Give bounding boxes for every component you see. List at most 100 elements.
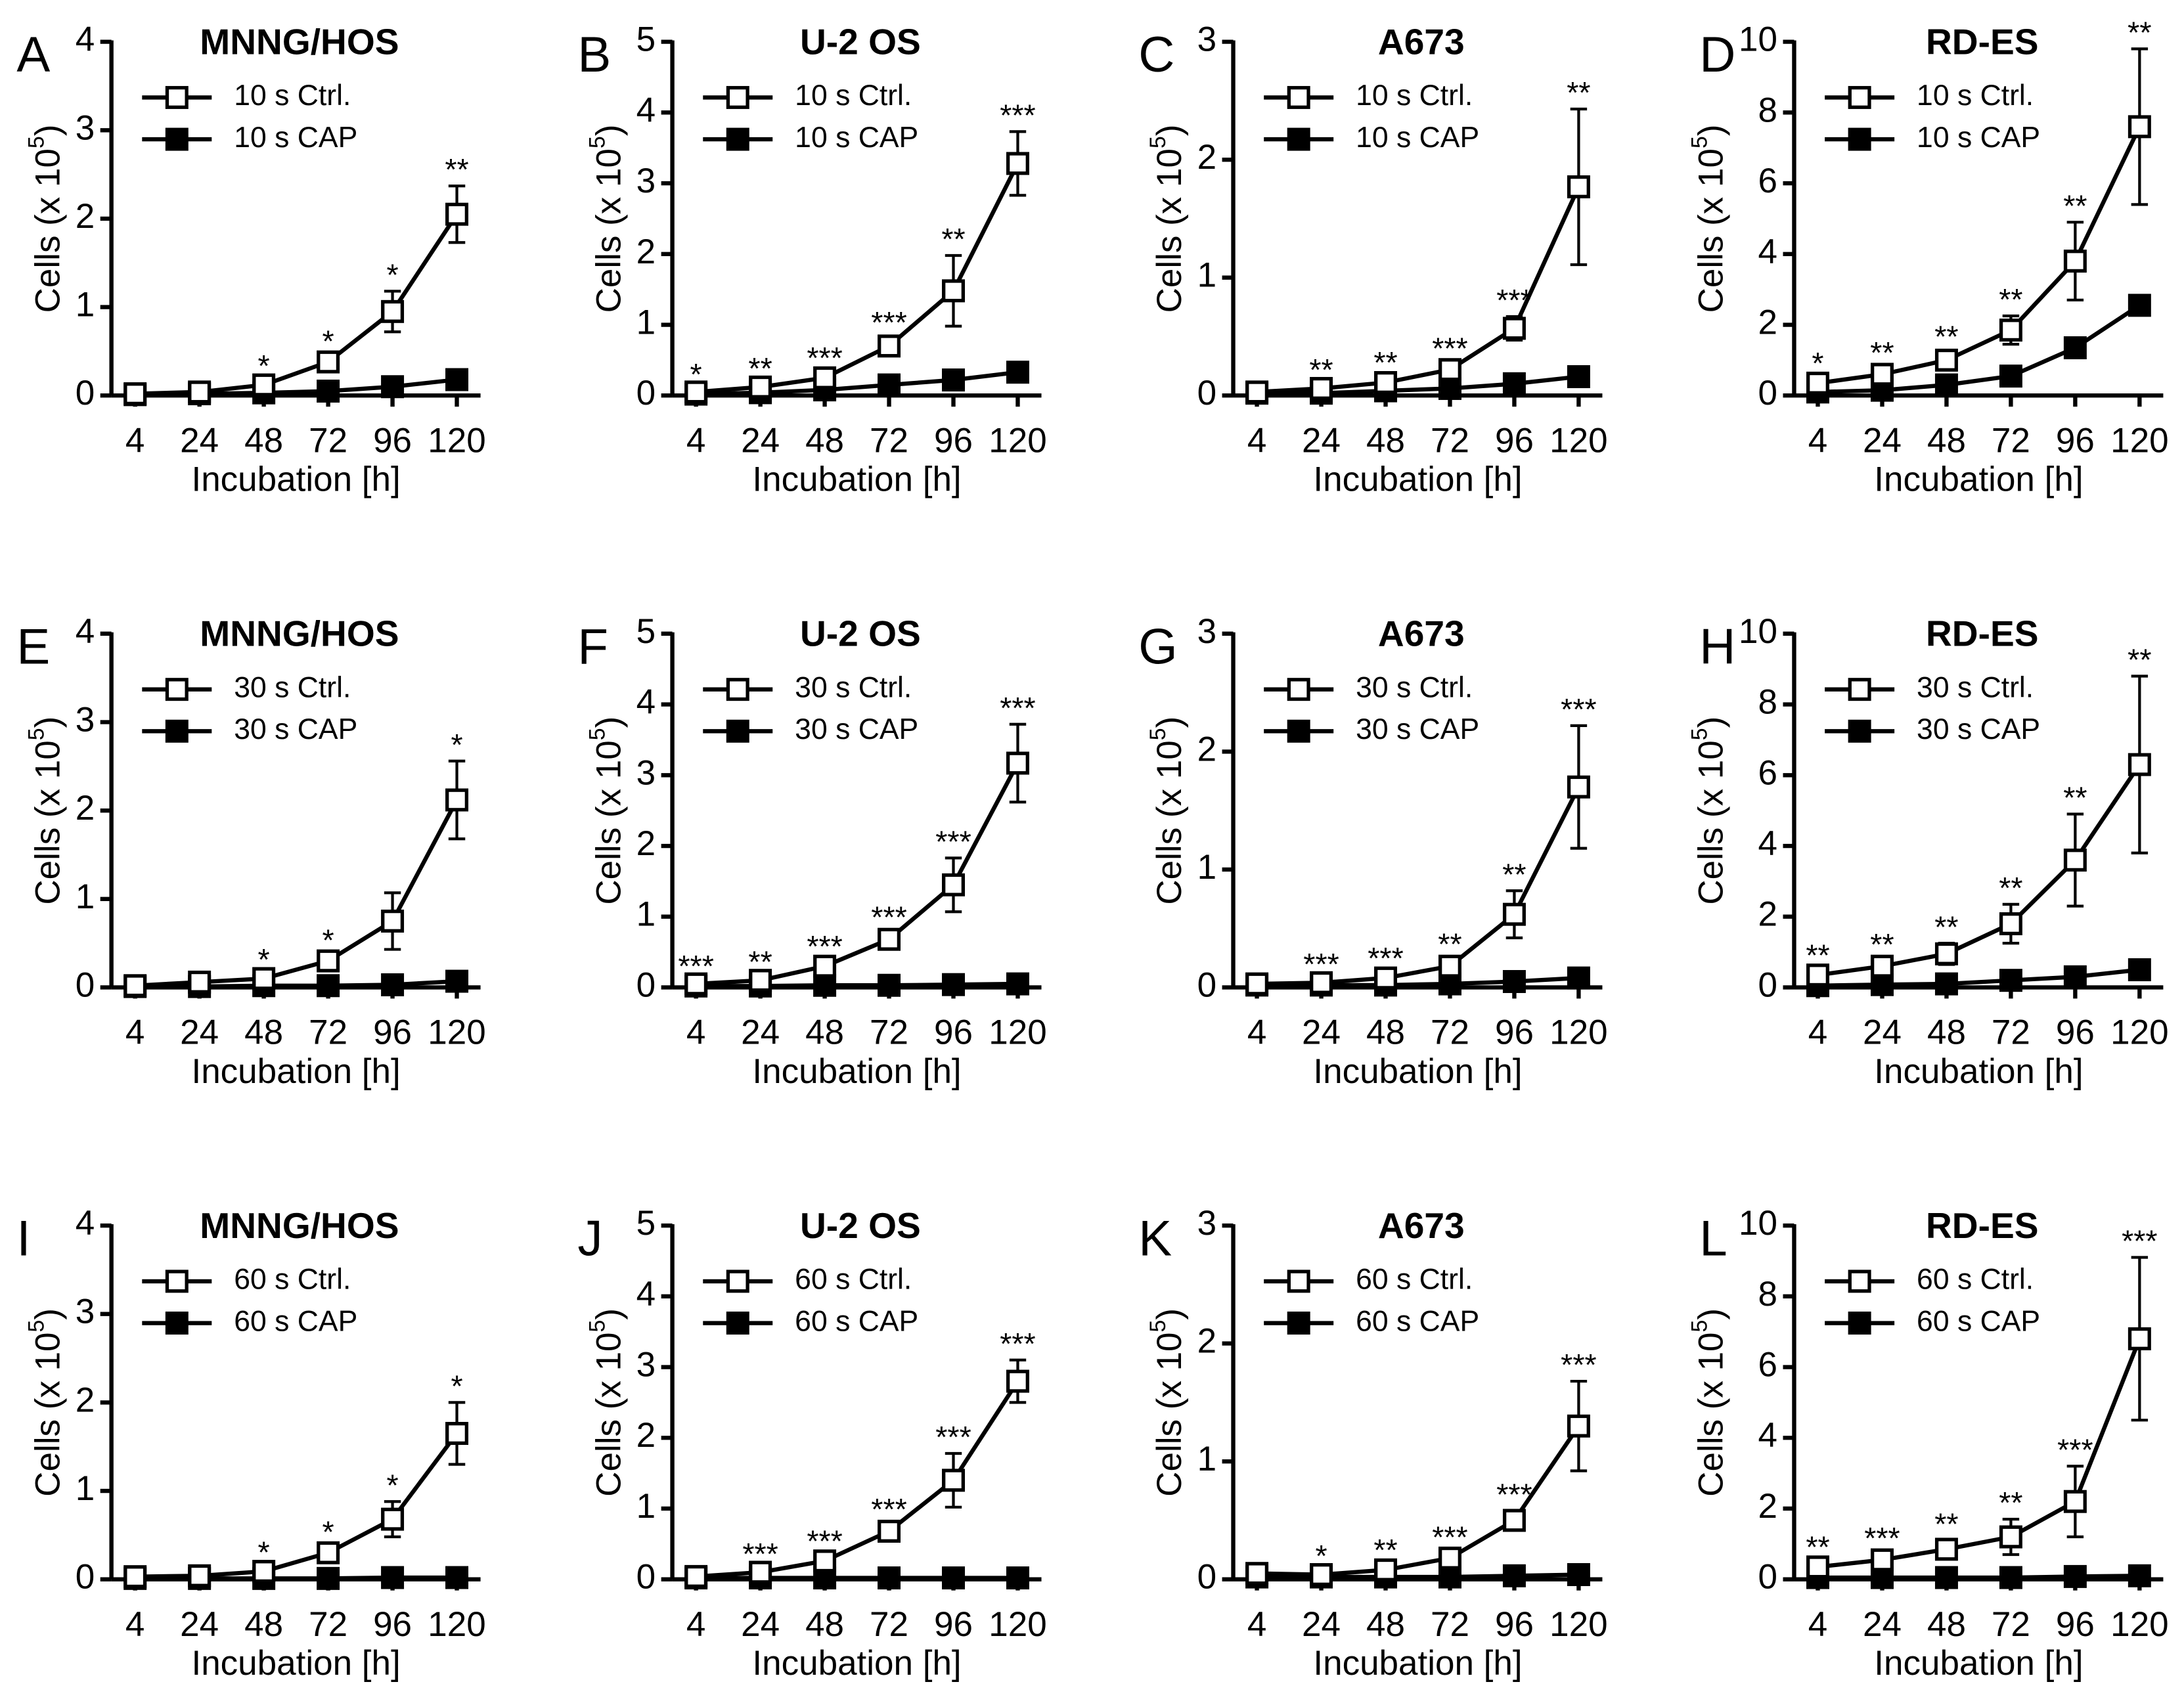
y-axis-title: Cells (x 105) <box>1146 717 1189 905</box>
y-axis-title-superscript: 5 <box>1687 728 1712 740</box>
panel-letter: J <box>577 1211 602 1267</box>
data-point <box>1870 954 1894 978</box>
data-point <box>317 949 340 973</box>
legend-marker <box>1287 719 1310 743</box>
significance-label: *** <box>1368 941 1403 975</box>
data-point <box>942 1469 966 1492</box>
x-axis-title: Incubation [h] <box>1874 1052 2083 1091</box>
x-tick-label: 96 <box>373 1013 412 1052</box>
data-point <box>445 202 469 226</box>
data-point <box>2063 250 2087 273</box>
x-tick-label: 48 <box>1366 1013 1405 1052</box>
y-tick-label: 0 <box>1758 374 1777 412</box>
chart-title: RD-ES <box>1926 613 2039 654</box>
y-tick-label: 2 <box>1758 895 1777 934</box>
panel: G A673 0 1 2 3 Cells (x 105) 4 24 48 72 96 120 Incuba… <box>1138 612 1607 1091</box>
x-tick-label: 96 <box>934 421 973 460</box>
panel: I MNNG/HOS 0 1 2 3 4 Cells (x 105) 4 24 48 72 96 120 I… <box>16 1204 485 1683</box>
significance-label: ** <box>1999 871 2022 905</box>
y-axis-title: Cells (x 105) <box>1687 124 1730 313</box>
y-axis-title-superscript: 5 <box>585 136 610 148</box>
y-axis-title-part: ) <box>28 717 67 728</box>
series-line <box>696 370 1018 397</box>
y-tick-label: 4 <box>76 612 95 651</box>
y-tick-label: 10 <box>1739 20 1777 59</box>
legend-label: 60 s CAP <box>234 1305 357 1337</box>
legend-label: 30 s CAP <box>234 713 357 745</box>
legend-label: 30 s CAP <box>1917 713 2040 745</box>
data-point <box>878 1566 901 1590</box>
legend-marker <box>165 1270 189 1293</box>
y-tick-label: 0 <box>636 1558 656 1597</box>
y-tick-label: 6 <box>1758 1346 1777 1384</box>
data-point <box>1870 973 1894 996</box>
y-tick-label: 1 <box>76 1469 95 1508</box>
data-point <box>2063 1490 2087 1513</box>
data-point <box>1502 317 1526 340</box>
data-point <box>942 973 966 996</box>
y-axis-title-part: Cells (x 10 <box>589 148 628 313</box>
legend-marker <box>165 85 189 109</box>
series-line <box>135 1432 459 1579</box>
panel-letter: C <box>1138 27 1174 83</box>
legend-label: 60 s CAP <box>1356 1305 1479 1337</box>
data-point <box>2128 1564 2151 1587</box>
significance-label: *** <box>2122 1224 2157 1258</box>
legend-label: 10 s Ctrl. <box>795 79 912 112</box>
data-point <box>123 1565 147 1589</box>
data-point <box>2063 336 2087 360</box>
legend-marker <box>726 678 749 701</box>
data-point <box>1310 376 1333 400</box>
data-point <box>2063 1564 2087 1588</box>
y-tick-label: 2 <box>1197 1322 1216 1361</box>
data-point <box>1934 942 1958 965</box>
x-tick-label: 72 <box>1992 1013 2030 1052</box>
data-point <box>878 334 901 358</box>
significance-label: ** <box>1373 345 1397 380</box>
data-point <box>1502 902 1526 926</box>
x-tick-label: 72 <box>1992 1605 2030 1644</box>
legend-marker <box>1848 719 1871 743</box>
series-line <box>1817 763 2141 977</box>
y-tick-label: 5 <box>636 612 656 651</box>
data-point <box>252 373 276 397</box>
y-axis-title-superscript: 5 <box>1687 136 1712 148</box>
y-tick-label: 0 <box>636 965 656 1004</box>
legend-label: 10 s Ctrl. <box>1356 79 1473 112</box>
y-tick-label: 0 <box>1197 1558 1216 1597</box>
legend-marker <box>165 127 189 151</box>
y-axis-title-part: ) <box>1691 124 1730 136</box>
data-point <box>1374 1558 1398 1581</box>
y-tick-label: 4 <box>1758 824 1777 863</box>
data-point <box>1806 371 1830 395</box>
significance-label: *** <box>935 1420 971 1454</box>
data-point <box>1999 969 2022 992</box>
panel-letter: D <box>1699 27 1735 83</box>
y-tick-label: 4 <box>636 91 656 129</box>
y-tick-label: 10 <box>1739 612 1777 651</box>
data-point <box>1934 348 1958 372</box>
data-point <box>1567 1414 1590 1438</box>
significance-label: *** <box>1496 283 1532 317</box>
data-point <box>1999 365 2022 388</box>
significance-label: *** <box>807 1524 842 1558</box>
significance-label: * <box>1812 346 1823 380</box>
x-tick-label: 48 <box>805 1605 844 1644</box>
legend-label: 60 s CAP <box>1917 1305 2040 1337</box>
chart-title: A673 <box>1378 21 1465 62</box>
y-tick-label: 4 <box>636 1275 656 1314</box>
significance-label: *** <box>678 949 713 983</box>
legend-marker <box>1848 1270 1871 1293</box>
x-tick-label: 24 <box>1302 421 1341 460</box>
data-point <box>878 927 901 951</box>
significance-label: * <box>451 1369 462 1404</box>
legend-marker <box>726 719 749 743</box>
series-line <box>1817 125 2142 386</box>
x-tick-label: 120 <box>989 1605 1046 1644</box>
y-tick-label: 2 <box>76 1381 95 1419</box>
x-axis-title: Incubation [h] <box>191 1052 400 1091</box>
y-axis-title-superscript: 5 <box>1687 1320 1712 1333</box>
y-tick-label: 6 <box>1758 753 1777 792</box>
